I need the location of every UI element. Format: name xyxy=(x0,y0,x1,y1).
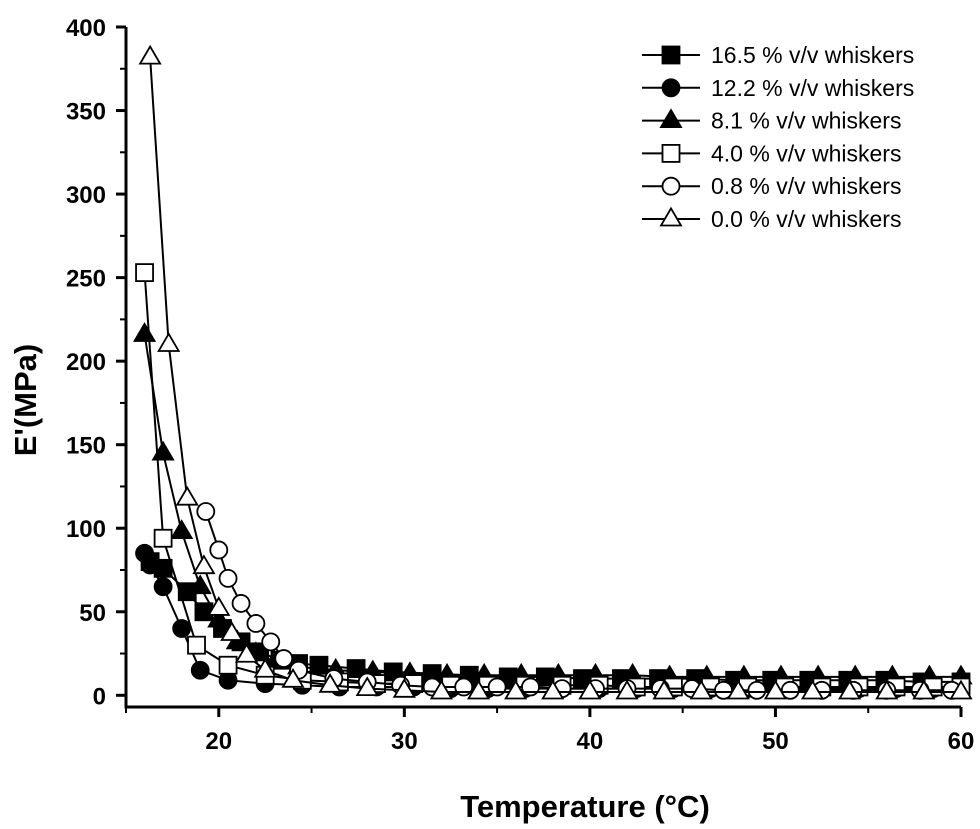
data-point xyxy=(763,679,788,700)
y-tick-label: 250 xyxy=(66,266,106,293)
data-point xyxy=(274,649,294,668)
axes: 20 30 40 50 60 0 50 100 150 200 250 300 350 400 xyxy=(66,15,974,755)
data-point xyxy=(153,528,173,548)
legend-item: 0.0 % v/v whiskers xyxy=(642,206,901,232)
y-tick-label: 300 xyxy=(66,182,106,209)
data-point xyxy=(875,679,899,700)
data-point xyxy=(281,667,305,688)
y-ticks: 0 50 100 150 200 250 300 350 400 xyxy=(66,15,126,710)
legend-item: 4.0 % v/v whiskers xyxy=(642,140,901,166)
legend-marker xyxy=(661,45,681,65)
data-point xyxy=(207,596,231,616)
data-point xyxy=(138,44,162,65)
plot-area xyxy=(132,44,973,700)
data-point xyxy=(153,577,173,597)
data-point xyxy=(135,263,154,283)
data-point xyxy=(235,642,259,663)
data-point xyxy=(392,677,416,698)
legend-item: 12.2 % v/v whiskers xyxy=(642,75,914,101)
data-point xyxy=(172,619,192,638)
data-point xyxy=(170,519,194,540)
data-point xyxy=(504,679,528,700)
series-layer xyxy=(132,44,973,700)
data-point xyxy=(253,657,277,678)
data-point xyxy=(466,679,491,700)
y-tick-label: 350 xyxy=(66,99,106,126)
x-tick-label: 40 xyxy=(577,728,604,755)
data-point xyxy=(209,540,229,560)
data-point xyxy=(429,679,454,700)
x-tick-label: 30 xyxy=(391,728,418,755)
data-point xyxy=(231,594,251,613)
legend-label: 8.1 % v/v whiskers xyxy=(711,108,901,134)
data-point xyxy=(541,679,565,700)
data-point xyxy=(912,679,936,700)
legend-marker xyxy=(661,78,681,98)
y-tick-label: 50 xyxy=(79,600,106,627)
data-point xyxy=(780,680,800,700)
data-point xyxy=(187,635,206,655)
data-point xyxy=(188,574,212,595)
data-point xyxy=(747,680,767,700)
data-point xyxy=(218,568,238,588)
legend-item: 8.1 % v/v whiskers xyxy=(642,108,901,134)
y-tick-label: 150 xyxy=(66,433,106,460)
data-point xyxy=(246,614,266,633)
data-point xyxy=(309,655,329,675)
data-point xyxy=(615,679,639,700)
data-point xyxy=(218,655,238,675)
data-point xyxy=(652,679,676,700)
legend-label: 16.5 % v/v whiskers xyxy=(711,42,914,68)
y-tick-label: 400 xyxy=(66,15,106,42)
x-ticks: 20 30 40 50 60 xyxy=(125,707,975,755)
legend-marker xyxy=(659,108,683,129)
data-point xyxy=(578,679,602,700)
data-point xyxy=(220,621,244,641)
data-point xyxy=(140,555,160,575)
series-line xyxy=(143,272,961,688)
data-point xyxy=(726,679,750,700)
legend-label: 12.2 % v/v whiskers xyxy=(711,75,914,101)
data-point xyxy=(192,554,216,575)
legend-label: 0.8 % v/v whiskers xyxy=(711,173,901,199)
legend-label: 0.0 % v/v whiskers xyxy=(711,206,901,232)
x-tick-label: 50 xyxy=(762,728,789,755)
x-axis-title: Temperature (°C) xyxy=(460,789,710,824)
legend-item: 0.8 % v/v whiskers xyxy=(642,173,901,199)
data-point xyxy=(355,676,379,697)
data-point xyxy=(714,680,733,700)
data-point xyxy=(190,660,210,680)
data-point xyxy=(157,332,181,352)
data-point xyxy=(175,485,199,506)
legend-item: 16.5 % v/v whiskers xyxy=(642,42,914,68)
y-tick-label: 200 xyxy=(66,349,106,376)
series-line xyxy=(143,334,961,678)
data-point xyxy=(949,679,973,700)
y-axis-title: E'(MPa) xyxy=(8,344,43,456)
y-tick-label: 100 xyxy=(66,516,106,543)
legend-marker xyxy=(661,143,681,163)
series-6 xyxy=(138,44,973,700)
data-point xyxy=(132,322,157,342)
legend-marker xyxy=(659,206,683,227)
legend: 16.5 % v/v whiskers 12.2 % v/v whiskers 8.… xyxy=(642,42,914,232)
y-tick-label: 0 xyxy=(93,683,106,710)
legend-label: 4.0 % v/v whiskers xyxy=(711,140,901,166)
data-point xyxy=(196,502,216,521)
x-tick-label: 60 xyxy=(948,728,975,755)
x-tick-label: 20 xyxy=(205,728,232,755)
data-point xyxy=(800,679,825,700)
data-point xyxy=(346,659,366,678)
legend-marker xyxy=(661,176,681,196)
data-point xyxy=(261,632,281,652)
data-point xyxy=(318,672,342,693)
data-point xyxy=(689,679,713,700)
data-point xyxy=(838,679,862,700)
